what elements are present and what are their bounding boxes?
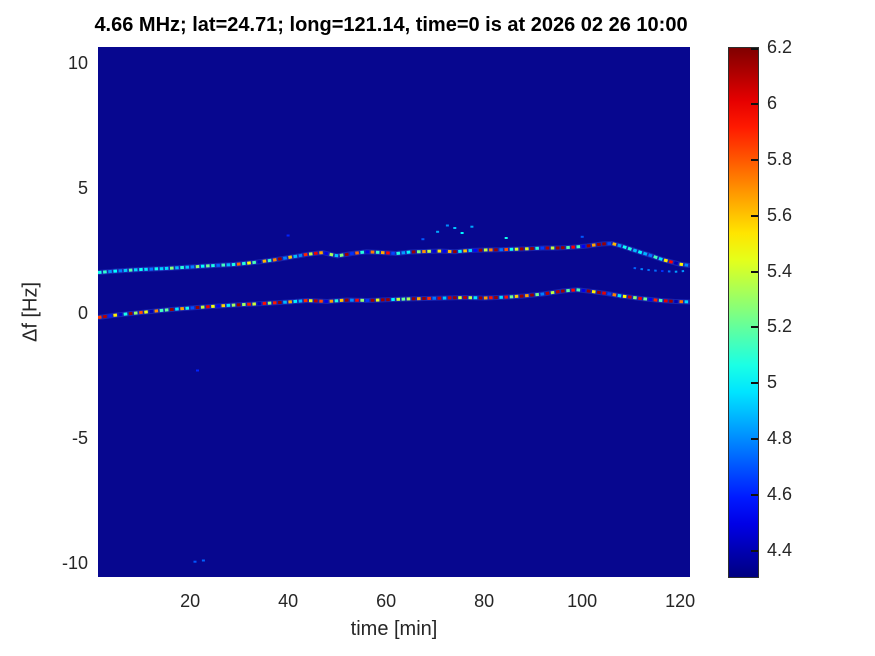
trace-dash (272, 258, 277, 262)
colorbar-tick-label: 4.8 (767, 428, 793, 449)
x-tick-label: 40 (278, 591, 299, 611)
colorbar-tick-mark (751, 550, 758, 553)
speck (453, 227, 457, 229)
speck (470, 225, 474, 228)
trace-dash (545, 291, 550, 296)
trace-dash (637, 250, 643, 255)
colorbar-tick-label: 5.8 (767, 148, 793, 169)
colorbar-tick-mark (751, 382, 758, 385)
trace-dash (653, 255, 658, 260)
speck (421, 238, 425, 241)
trace-dash (632, 248, 638, 253)
trace-dash (102, 314, 107, 319)
trace-dash (288, 255, 293, 259)
trace-dash (648, 253, 653, 258)
speck (504, 237, 508, 239)
trace-dash (591, 290, 596, 294)
trace-dash (339, 253, 344, 257)
trace-dash (252, 260, 257, 265)
trace-dash (277, 257, 282, 261)
trace-dash (627, 246, 632, 251)
x-tick-label: 60 (376, 591, 397, 611)
trace-dash (329, 252, 334, 257)
colorbar (728, 47, 759, 578)
speck (201, 559, 205, 562)
trace-dash (642, 251, 648, 256)
speck (436, 230, 440, 233)
trace-dash (602, 291, 607, 295)
trace-dash (684, 263, 689, 267)
speck (286, 234, 290, 237)
colorbar-tick-label: 5 (767, 372, 778, 393)
trace-dash (349, 251, 354, 256)
chart-title: 4.66 MHz; lat=24.71; long=121.14, time=0… (94, 14, 688, 36)
trace-dash (668, 259, 674, 264)
colorbar-tick-mark (751, 158, 758, 161)
trace-dash (293, 254, 298, 259)
trace-dash (627, 295, 632, 299)
colorbar-tick-label: 4.6 (767, 484, 793, 505)
colorbar-tick-label: 6.2 (767, 37, 793, 57)
trace-dash (622, 245, 627, 250)
x-axis-label: time [min] (350, 618, 438, 640)
colorbar-tick-mark (751, 438, 758, 441)
colorbar-tick-mark (751, 102, 758, 105)
x-tick-label: 80 (474, 591, 495, 611)
trace-dash (282, 256, 288, 260)
colorbar-tick-label: 6 (767, 92, 778, 113)
x-tick-label: 120 (665, 591, 696, 611)
trace-dash (673, 261, 679, 266)
plot-area (98, 47, 690, 577)
colorbar-tick-mark (751, 270, 758, 273)
colorbar-tick-mark (751, 48, 758, 50)
colorbar-tick-label: 4.4 (767, 540, 793, 561)
speck (196, 369, 199, 372)
trace-dash (607, 292, 612, 296)
trace-dash (298, 253, 303, 258)
trace-dash (344, 252, 349, 257)
x-tick-label: 20 (180, 591, 201, 611)
colorbar-tick-mark (751, 214, 758, 217)
y-tick-label: 5 (77, 178, 88, 198)
trace-dash (658, 256, 663, 261)
trace-dash (324, 251, 329, 256)
colorbar-tick-mark (751, 494, 758, 497)
trace-dash (612, 242, 617, 247)
trace-dash (596, 290, 601, 295)
trace-dash (555, 290, 560, 294)
trace-dash (98, 315, 102, 319)
trace-dash (262, 259, 267, 263)
speck (460, 232, 464, 234)
trace-dash (303, 252, 308, 257)
trace-dash (663, 258, 669, 263)
y-tick-label: -10 (61, 553, 88, 573)
colorbar-tick-label: 5.6 (767, 204, 793, 225)
trace-dash (617, 293, 622, 298)
lower-doppler-trace-glow (98, 287, 690, 320)
x-tick-label: 100 (567, 591, 598, 611)
speck (193, 560, 197, 563)
trace-dash (617, 243, 622, 248)
y-tick-label: 0 (77, 303, 88, 323)
trace-dash (679, 262, 684, 267)
trace-dash (108, 314, 113, 318)
trace-dash (550, 290, 555, 295)
trace-dash (612, 293, 617, 297)
y-tick-label: -5 (71, 428, 88, 448)
trace-dash (540, 292, 545, 296)
colorbar-tick-mark (751, 326, 758, 329)
speck (580, 235, 584, 238)
speck (445, 224, 449, 227)
colorbar-tick-label: 5.2 (767, 316, 793, 337)
spectrogram-canvas (98, 224, 690, 563)
colorbar-tick-label: 5.4 (767, 260, 793, 281)
y-tick-label: 10 (67, 53, 88, 73)
